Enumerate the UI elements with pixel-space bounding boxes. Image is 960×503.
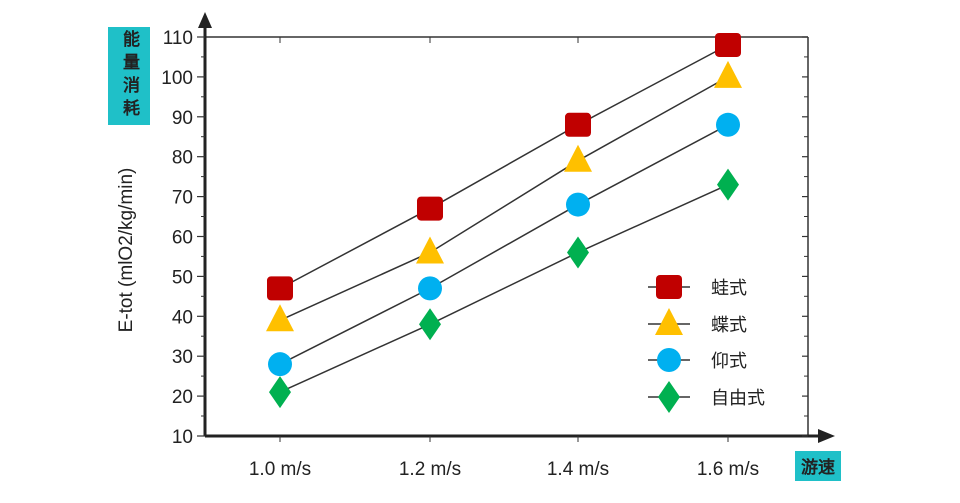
data-point-triangle	[564, 144, 592, 172]
y-axis-label: E-tot (mlO2/kg/min)	[116, 168, 137, 333]
series-line-1	[279, 76, 729, 321]
y-tick-label: 40	[172, 307, 193, 328]
series-line-0	[279, 44, 729, 290]
x-axis-label: 游速	[801, 457, 835, 477]
y-tick-label: 60	[172, 228, 193, 249]
x-tick-label: 1.0 m/s	[249, 459, 311, 480]
series-line-2	[279, 124, 729, 365]
legend-marker-diamond	[658, 381, 680, 413]
y-axis-arrow-icon	[198, 12, 212, 28]
data-point-square	[565, 112, 591, 137]
data-point-diamond	[269, 376, 291, 409]
y-tick-label: 90	[172, 108, 193, 129]
legend-marker-circle	[657, 348, 681, 372]
data-point-square	[417, 196, 443, 221]
data-point-circle	[268, 352, 292, 377]
x-tick-label: 1.6 m/s	[697, 459, 759, 480]
x-tick-label: 1.4 m/s	[547, 459, 609, 480]
legend-marker-triangle	[655, 308, 683, 335]
data-point-diamond	[717, 168, 739, 201]
data-point-triangle	[416, 236, 444, 264]
data-point-diamond	[567, 236, 589, 269]
legend-label: 蛙式	[711, 278, 747, 298]
y-tick-label: 30	[172, 347, 193, 368]
data-point-circle	[566, 192, 590, 217]
data-point-triangle	[714, 60, 742, 88]
legend-marker-square	[656, 275, 682, 299]
x-axis-arrow-icon	[818, 429, 835, 443]
y-tick-label: 20	[172, 387, 193, 408]
data-point-triangle	[266, 304, 294, 332]
x-badge	[795, 451, 841, 481]
y-tick-label: 110	[163, 28, 193, 49]
y-tick-label: 10	[172, 427, 193, 448]
y-tick-label: 70	[172, 188, 193, 209]
y-tick-label: 100	[161, 68, 193, 89]
data-point-diamond	[419, 308, 441, 341]
data-point-circle	[418, 276, 442, 301]
y-badge-label: 能量消耗	[108, 27, 150, 125]
data-point-square	[267, 276, 293, 301]
series-line-3	[279, 183, 729, 393]
data-point-circle	[716, 112, 740, 137]
y-tick-label: 50	[172, 267, 193, 288]
y-tick-label: 80	[172, 148, 193, 169]
legend-label: 自由式	[711, 388, 765, 408]
legend-label: 仰式	[711, 351, 747, 371]
data-point-square	[715, 32, 741, 57]
x-tick-label: 1.2 m/s	[399, 459, 461, 480]
legend-label: 蝶式	[711, 315, 747, 335]
